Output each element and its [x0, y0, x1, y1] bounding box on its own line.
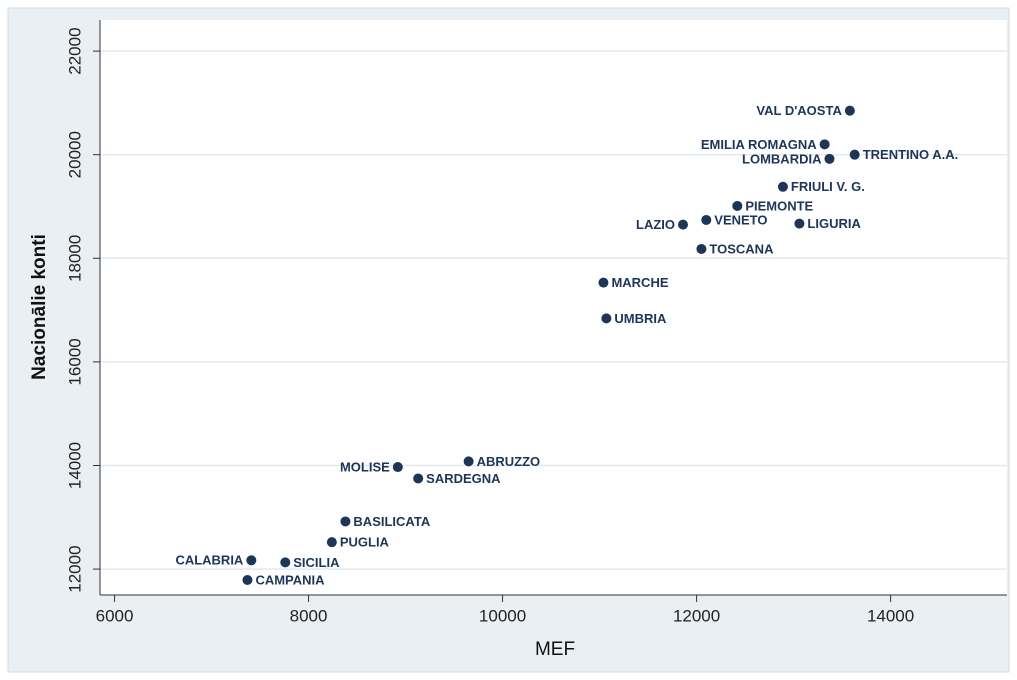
x-tick-label: 10000	[479, 606, 526, 625]
point	[601, 313, 612, 324]
point	[678, 219, 689, 230]
point-label: MARCHE	[611, 275, 668, 290]
point	[844, 105, 855, 116]
y-tick-label: 18000	[65, 235, 84, 282]
x-axis-title: MEF	[535, 639, 575, 660]
x-tick-label: 6000	[96, 606, 134, 625]
point	[392, 462, 403, 473]
point	[413, 473, 424, 484]
point-label: CAMPANIA	[255, 572, 325, 587]
point	[246, 555, 257, 566]
point-label: TRENTINO A.A.	[863, 147, 959, 162]
point-label: CALABRIA	[175, 553, 243, 568]
point	[598, 277, 609, 288]
point	[280, 557, 291, 568]
point	[340, 516, 351, 527]
point-label: LIGURIA	[807, 216, 861, 231]
point-label: VAL D'AOSTA	[756, 103, 842, 118]
point-label: SARDEGNA	[426, 471, 501, 486]
y-tick-label: 22000	[65, 27, 84, 74]
point	[732, 200, 743, 211]
point-label: SICILIA	[293, 555, 340, 570]
point-label: MOLISE	[340, 459, 390, 474]
point-label: LAZIO	[636, 217, 675, 232]
point-label: TOSCANA	[709, 241, 774, 256]
x-tick-label: 8000	[290, 606, 328, 625]
point	[777, 181, 788, 192]
point-label: LOMBARDIA	[742, 151, 822, 166]
point-label: VENETO	[714, 212, 767, 227]
point-label: ABRUZZO	[477, 454, 541, 469]
y-tick-label: 16000	[65, 338, 84, 385]
y-tick-label: 20000	[65, 131, 84, 178]
plot-area	[100, 20, 1007, 595]
point	[701, 214, 712, 225]
x-tick-label: 12000	[673, 606, 720, 625]
point-label: FRIULI V. G.	[791, 179, 865, 194]
y-axis-title: Nacionālie konti	[29, 234, 50, 380]
point	[696, 243, 707, 254]
point	[824, 153, 835, 164]
point	[242, 574, 253, 585]
y-tick-label: 12000	[65, 545, 84, 592]
x-tick-label: 14000	[867, 606, 914, 625]
point-label: PUGLIA	[340, 535, 390, 550]
point-label: EMILIA ROMAGNA	[701, 137, 817, 152]
point	[326, 537, 337, 548]
point	[463, 456, 474, 467]
point-label: UMBRIA	[614, 311, 667, 326]
point	[794, 218, 805, 229]
point-label: PIEMONTE	[745, 198, 813, 213]
y-tick-label: 14000	[65, 442, 84, 489]
point	[819, 139, 830, 150]
point-label: BASILICATA	[353, 514, 430, 529]
point	[849, 149, 860, 160]
